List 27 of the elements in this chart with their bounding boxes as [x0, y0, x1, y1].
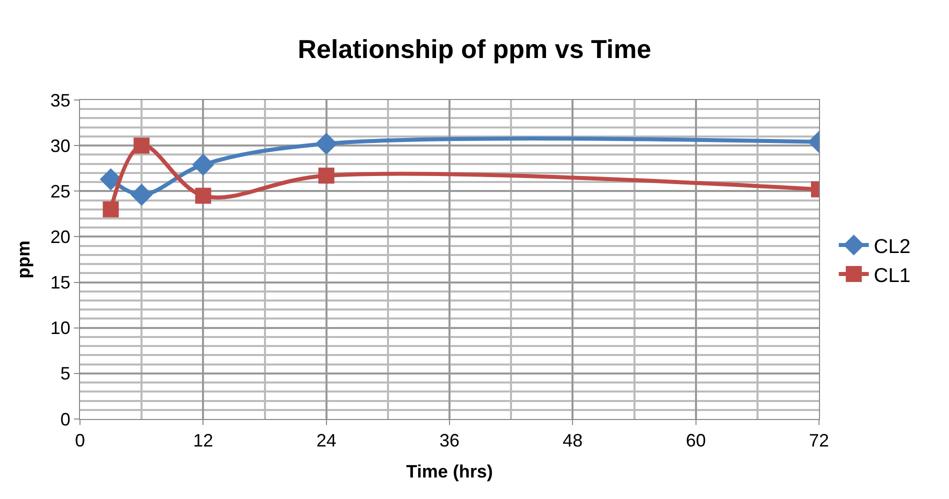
y-tick-label: 5 — [60, 364, 70, 384]
y-tick-label: 25 — [50, 181, 70, 202]
y-tick-label: 15 — [50, 272, 70, 293]
point — [134, 138, 150, 154]
y-tick-label: 35 — [50, 90, 70, 110]
point — [195, 188, 212, 204]
x-axis-title: Time (hrs) — [406, 462, 493, 482]
y-tick-label: 30 — [50, 136, 70, 156]
y-axis-title: ppm — [14, 240, 34, 278]
legend-label: CL1 — [874, 264, 910, 287]
x-tick-label: 0 — [74, 430, 86, 451]
point — [102, 201, 119, 218]
y-tick-label: 20 — [50, 227, 70, 248]
point — [318, 168, 334, 184]
point — [192, 154, 214, 176]
legend-label: CL2 — [874, 236, 910, 258]
x-tick-label: 72 — [808, 430, 830, 451]
x-tick-label: 12 — [193, 430, 214, 451]
y-tick-label: 0 — [60, 409, 70, 430]
chart-title: Relationship of ppm vs Time — [298, 34, 652, 64]
x-tick-label: 48 — [562, 430, 583, 451]
x-tick-label: 36 — [439, 430, 460, 451]
point — [315, 132, 338, 155]
point — [130, 184, 153, 206]
y-tick-label: 10 — [50, 318, 70, 338]
x-tick-label: 60 — [686, 430, 706, 451]
x-tick-label: 24 — [316, 430, 336, 451]
